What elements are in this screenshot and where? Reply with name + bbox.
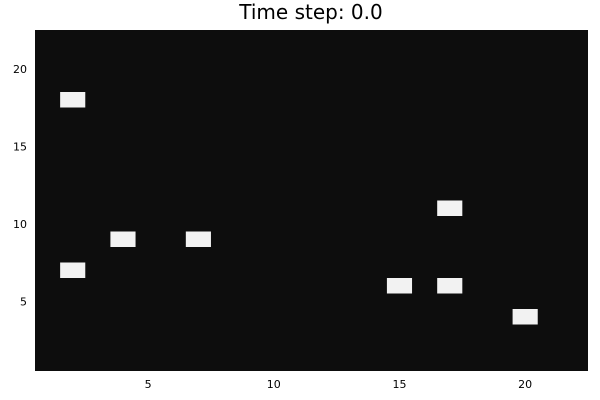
- x-tick-label: 10: [267, 378, 281, 391]
- x-tick-label: 5: [145, 378, 152, 391]
- y-axis-ticks: 5 10 15 20: [13, 63, 27, 309]
- x-axis-ticks: 5 10 15 20: [145, 378, 533, 391]
- heatmap-cell: [60, 92, 86, 108]
- heatmap-cell: [110, 231, 136, 247]
- plot-area: [35, 30, 588, 371]
- heatmap-cell: [185, 231, 211, 247]
- heatmap-cell: [60, 262, 86, 278]
- chart-title: Time step: 0.0: [238, 0, 382, 24]
- heatmap-cell: [437, 278, 463, 294]
- heatmap-cell: [437, 200, 463, 216]
- y-tick-label: 15: [13, 140, 27, 153]
- heatmap-cell: [512, 309, 538, 325]
- y-tick-label: 10: [13, 218, 27, 231]
- heatmap-cells: [60, 92, 538, 325]
- x-tick-label: 20: [518, 378, 532, 391]
- x-tick-label: 15: [392, 378, 406, 391]
- heatmap-cell: [386, 278, 413, 294]
- y-tick-label: 5: [20, 295, 27, 308]
- y-tick-label: 20: [13, 63, 27, 76]
